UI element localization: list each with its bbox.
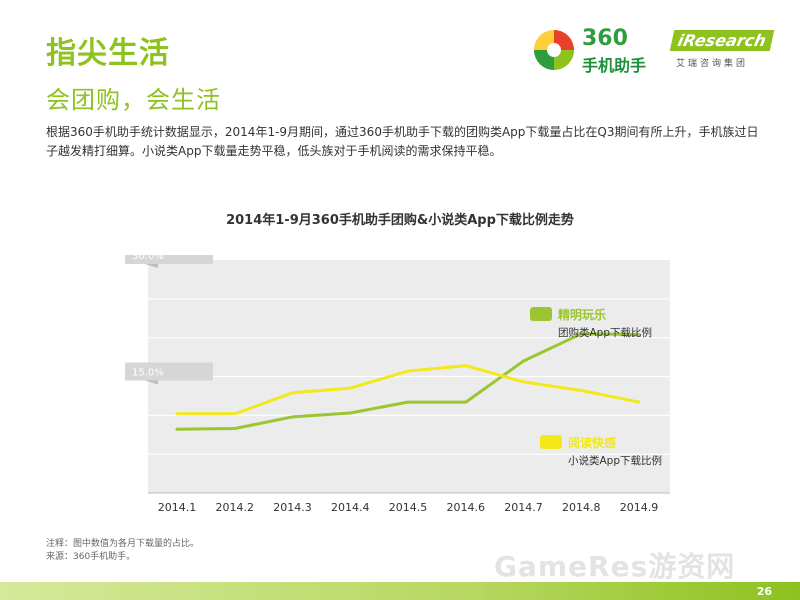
y-tick-tag — [125, 255, 213, 264]
note-text: 注释：图中数值为各月下载量的占比。 — [46, 539, 200, 549]
source-text: 来源：360手机助手。 — [46, 552, 136, 562]
x-tick-label: 2014.9 — [620, 501, 659, 514]
x-tick-label: 2014.5 — [389, 501, 428, 514]
brand-360-number: 360 — [582, 26, 628, 51]
logo-iresearch: iResearch 艾瑞咨询集团 — [669, 30, 775, 74]
watermark: GameRes游资网 — [494, 550, 736, 583]
page-title: 指尖生活 — [46, 36, 170, 71]
y-tick-label: 30.0% — [132, 255, 164, 262]
iresearch-cn-name: 艾瑞咨询集团 — [676, 59, 749, 69]
chart-title: 2014年1-9月360手机助手团购&小说类App下载比例走势 — [226, 213, 574, 228]
x-tick-label: 2014.8 — [562, 501, 601, 514]
brand-360-name: 手机助手 — [582, 56, 647, 75]
chart-notes: 注释：图中数值为各月下载量的占比。 来源：360手机助手。 — [46, 538, 199, 564]
line-chart: 30.0% 15.0% 2014.1 2014.2 2014.3 2014.4 2014.5… — [125, 255, 670, 514]
legend-swatch — [540, 435, 562, 449]
x-tick-label: 2014.7 — [504, 501, 543, 514]
x-tick-label: 2014.4 — [331, 501, 370, 514]
description-text: 根据360手机助手统计数据显示，2014年1-9月期间，通过360手机助手下载的… — [46, 125, 759, 158]
legend-name: 精明玩乐 — [558, 307, 606, 322]
x-tick-label: 2014.6 — [447, 501, 486, 514]
legend-name: 阅读快感 — [568, 435, 616, 450]
360-ball-icon — [534, 30, 574, 70]
legend-label: 小说类App下载比例 — [568, 454, 662, 467]
page-number: 26 — [756, 585, 772, 598]
x-tick-label: 2014.1 — [158, 501, 197, 514]
legend-label: 团购类App下载比例 — [558, 326, 652, 339]
x-tick-label: 2014.3 — [273, 501, 312, 514]
y-tick-tag — [125, 362, 213, 381]
y-tick-label: 15.0% — [132, 368, 164, 379]
logo-360: 360 手机助手 — [532, 24, 672, 76]
footer-bar: 26 — [0, 582, 800, 600]
footer-gradient — [0, 582, 800, 600]
page-subtitle: 会团购，会生活 — [46, 86, 221, 114]
legend-swatch — [530, 307, 552, 321]
x-tick-label: 2014.2 — [216, 501, 255, 514]
iresearch-wordmark: iResearch — [669, 30, 775, 51]
